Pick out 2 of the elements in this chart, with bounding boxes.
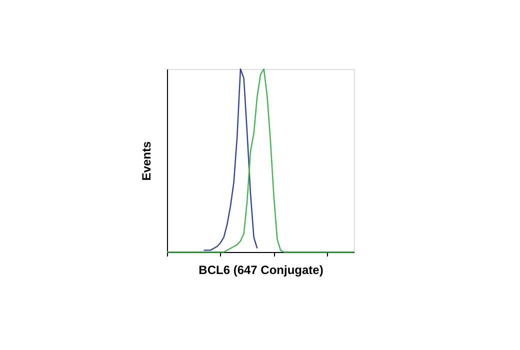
x-axis-title: BCL6 (647 Conjugate) [198, 263, 324, 277]
y-axis-title: Events [140, 141, 154, 181]
